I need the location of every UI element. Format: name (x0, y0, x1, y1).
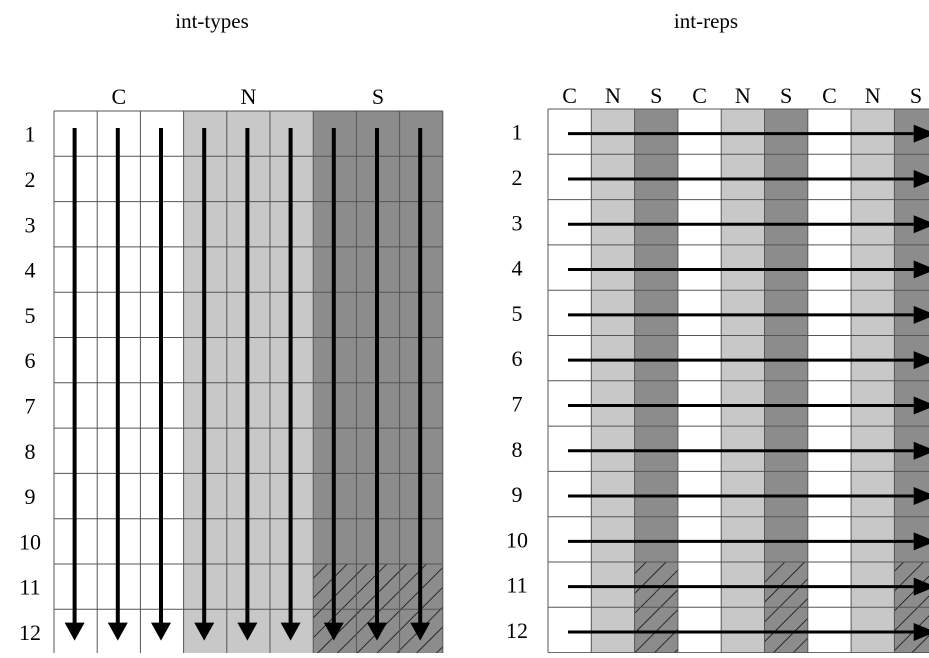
right_panel-hatched-cell-r11-c3 (634, 562, 678, 608)
right_panel-arrow-head (913, 622, 929, 641)
right_panel-hatched-cell-r11-c6 (764, 562, 808, 608)
right_panel-arrow-head (913, 532, 929, 551)
right-column-header-1: C (562, 83, 577, 108)
right_panel-arrow-head (913, 396, 929, 415)
right_panel-arrow-head (913, 351, 929, 370)
left-group-header-S: S (372, 84, 384, 109)
right_panel-row-label: 10 (506, 527, 528, 552)
left-group-header-N: N (240, 84, 256, 109)
right_panel-row-label: 9 (512, 482, 523, 507)
right_panel-row-label: 1 (512, 120, 523, 145)
right_panel-arrow-head (913, 487, 929, 506)
left_panel-row-label: 2 (25, 167, 36, 192)
right-column-header-4: C (692, 83, 707, 108)
right_panel-row-label: 7 (512, 391, 523, 416)
right-column-header-2: N (605, 83, 621, 108)
left_panel-arrow-head (323, 622, 344, 641)
left_panel-row-label: 12 (19, 620, 41, 645)
right_panel-arrow-head (913, 215, 929, 234)
right_panel-arrow-head (913, 124, 929, 143)
left_panel-row-label: 1 (25, 122, 36, 147)
right-panel-title: int-reps (674, 9, 738, 33)
left_panel-arrow-head (64, 622, 85, 641)
right_panel-row-label: 6 (512, 346, 523, 371)
left_panel-row-label: 9 (25, 484, 36, 509)
right_panel-row-label: 3 (512, 210, 523, 235)
left_panel-row-label: 7 (25, 393, 36, 418)
left_panel-row-label: 6 (25, 348, 36, 373)
left-panel-title: int-types (175, 9, 249, 33)
left_panel-row-label: 8 (25, 439, 36, 464)
left_panel-arrow-head (237, 622, 258, 641)
left_panel-arrow-head (367, 622, 387, 641)
right-column-header-6: S (780, 83, 792, 108)
right_panel-hatched-cell-r12-c3 (634, 607, 678, 653)
left_panel-row-label: 10 (19, 529, 41, 554)
right-column-header-8: N (865, 83, 881, 108)
right-column-header-7: C (822, 83, 837, 108)
left_panel-row-label: 5 (25, 303, 36, 328)
right-column-header-3: S (650, 83, 662, 108)
right_panel-arrow-head (913, 441, 929, 460)
left_panel-arrow-head (194, 622, 215, 641)
left_panel-arrow-head (410, 622, 431, 641)
right_panel-arrow-head (913, 260, 929, 279)
left_panel-arrow-head (280, 622, 301, 641)
right_panel-hatched-cell-r12-c6 (764, 607, 808, 653)
right_panel-row-label: 5 (512, 301, 523, 326)
left_panel-row-label: 3 (25, 212, 36, 237)
right_panel-row-label: 4 (512, 256, 523, 281)
right_panel-arrow-head (913, 577, 929, 596)
right_panel-row-label: 8 (512, 437, 523, 462)
right-column-header-5: N (735, 83, 751, 108)
right_panel-row-label: 2 (512, 165, 523, 190)
left-group-header-C: C (111, 84, 126, 109)
left_panel-arrow-head (151, 622, 171, 641)
right-column-header-9: S (910, 83, 922, 108)
left_panel-arrow-head (107, 622, 128, 641)
right_panel-arrow-head (913, 169, 929, 188)
left_panel-row-label: 11 (19, 575, 40, 600)
right_panel-arrow-head (913, 305, 929, 324)
right_panel-row-label: 11 (506, 573, 527, 598)
right_panel-row-label: 12 (506, 618, 528, 643)
left_panel-row-label: 4 (25, 258, 36, 283)
